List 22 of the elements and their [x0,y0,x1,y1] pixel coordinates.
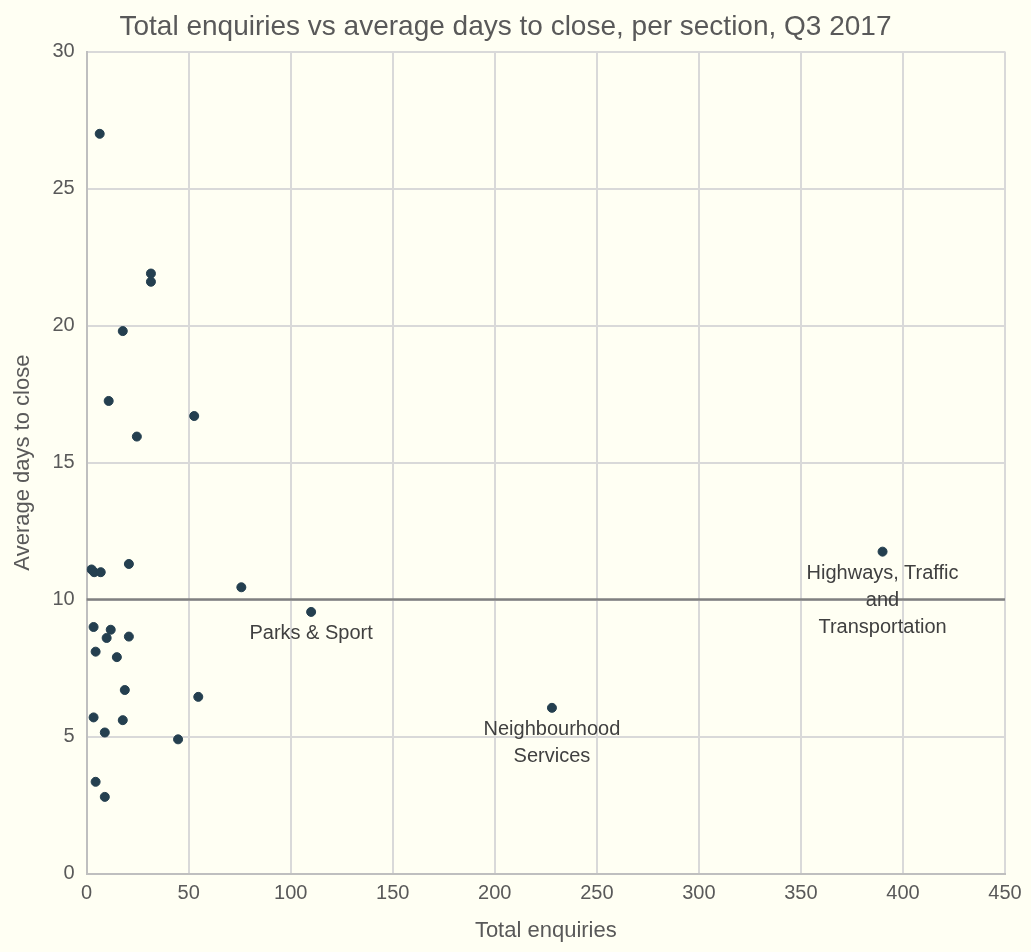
x-axis-title: Total enquiries [474,916,617,942]
x-tick-label: 150 [376,881,410,904]
annotation: Neighbourhood Services [483,717,621,767]
y-tick-label: 0 [63,861,75,884]
x-tick-label: 200 [478,881,512,904]
x-tick-label: 250 [580,881,614,904]
x-tick-label: 50 [177,881,200,904]
x-tick-label: 300 [682,881,716,904]
y-axis-title: Average days to close [9,354,35,571]
x-tick-label: 350 [784,881,818,904]
y-tick-label: 10 [52,587,75,610]
y-tick-label: 20 [52,313,75,336]
x-tick-label: 400 [886,881,920,904]
x-tick-label: 450 [988,881,1022,904]
y-tick-label: 15 [52,450,75,473]
x-tick-label: 0 [81,881,93,904]
chart-title: Total enquiries vs average days to close, per section, Q3 2017 [119,9,892,41]
y-tick-label: 30 [52,39,75,62]
x-tick-label: 100 [274,881,308,904]
annotation: Parks & Sport [249,621,374,644]
y-tick-label: 5 [63,724,75,747]
y-tick-label: 25 [52,176,75,199]
